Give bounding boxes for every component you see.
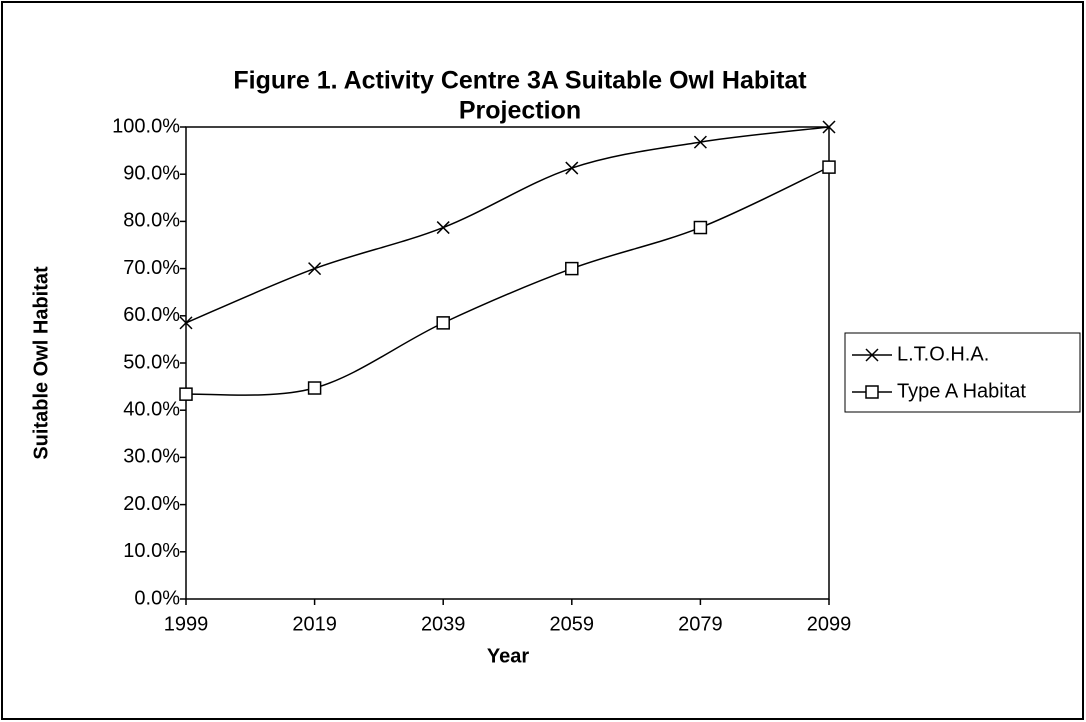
marker: [179, 316, 193, 330]
y-tick-label: 0.0%: [134, 587, 180, 609]
legend-label: L.T.O.H.A.: [897, 343, 989, 365]
legend-marker: [865, 348, 879, 362]
x-axis-label: Year: [487, 645, 529, 667]
marker: [436, 221, 450, 235]
marker: [565, 161, 579, 175]
marker: [308, 262, 322, 276]
y-tick-label: 70.0%: [123, 257, 180, 279]
y-tick-label: 60.0%: [123, 304, 180, 326]
y-tick-label: 30.0%: [123, 446, 180, 468]
chart-title: Figure 1. Activity Centre 3A Suitable Ow…: [233, 67, 807, 95]
marker: [179, 387, 193, 401]
marker: [822, 160, 836, 174]
legend-label: Type A Habitat: [897, 380, 1026, 402]
y-tick-label: 40.0%: [123, 398, 180, 420]
chart-subtitle: Projection: [459, 97, 581, 125]
x-tick-label: 2039: [421, 613, 466, 635]
y-tick-label: 80.0%: [123, 210, 180, 232]
marker: [436, 316, 450, 330]
marker: [307, 381, 322, 395]
x-tick-label: 2019: [292, 613, 337, 635]
series-line: [185, 166, 830, 396]
marker: [693, 135, 707, 149]
x-tick-label: 2099: [807, 613, 852, 635]
y-tick-label: 50.0%: [123, 351, 180, 373]
y-tick-label: 100.0%: [112, 115, 180, 137]
x-tick-label: 2079: [678, 613, 723, 635]
legend-marker: [865, 385, 879, 399]
series-line: [185, 126, 830, 324]
y-tick-label: 10.0%: [123, 540, 180, 562]
legend-box: [844, 332, 1081, 413]
marker: [822, 120, 836, 134]
x-tick-label: 2059: [550, 613, 595, 635]
x-tick-label: 1999: [164, 613, 209, 635]
marker: [565, 261, 579, 276]
marker: [693, 220, 708, 235]
y-axis-label: Suitable Owl Habitat: [30, 266, 52, 460]
y-tick-label: 20.0%: [123, 493, 180, 515]
y-tick-label: 90.0%: [123, 162, 180, 184]
